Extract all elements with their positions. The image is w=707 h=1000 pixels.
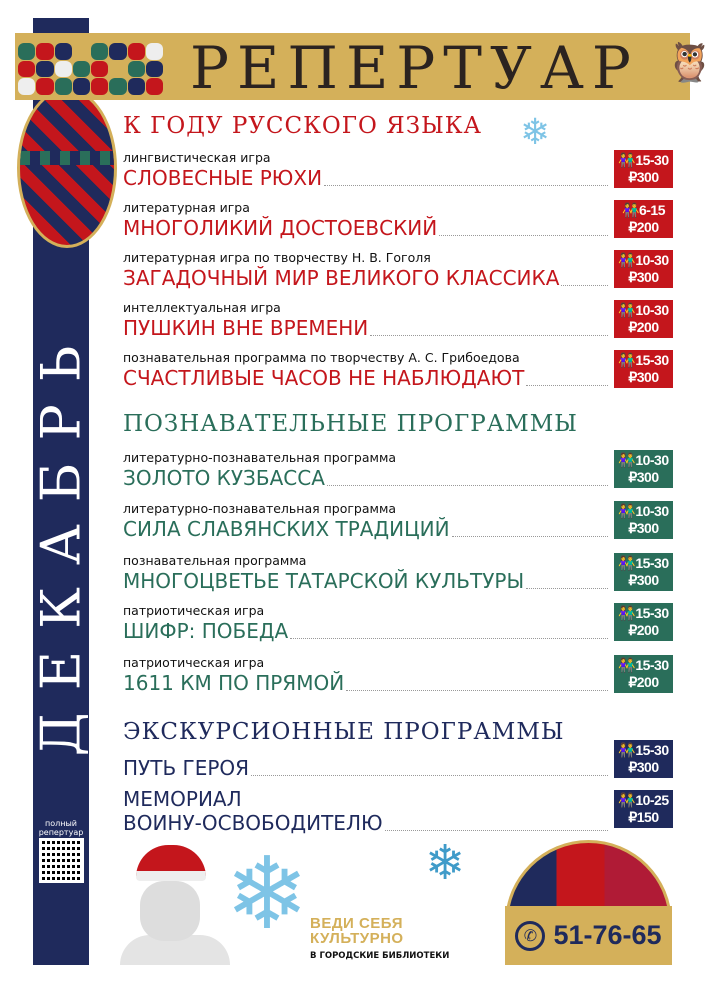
section-title: ПОЗНАВАТЕЛЬНЫЕ ПРОГРАММЫ — [123, 411, 578, 437]
item-name: ВОИНУ-ОСВОБОДИТЕЛЮ — [123, 811, 383, 835]
item-name: СЧАСТЛИВЫЕ ЧАСОВ НЕ НАБЛЮДАЮТ — [123, 366, 525, 390]
people-icon: 👫 — [618, 657, 636, 673]
list-item: литературно-познавательная программа ЗОЛО… — [123, 450, 608, 490]
list-item: ПУТЬ ГЕРОЯ — [123, 756, 608, 780]
age-price-badge: 👫15-30 ₽300 — [614, 350, 673, 388]
section-title: К ГОДУ РУССКОГО ЯЗЫКА — [123, 113, 482, 139]
people-icon: 👫 — [618, 503, 636, 519]
people-icon: 👫 — [618, 742, 636, 758]
item-name: ПУШКИН ВНЕ ВРЕМЕНИ — [123, 316, 369, 340]
list-item: патриотическая игра 1611 КМ ПО ПРЯМОЙ — [123, 655, 608, 695]
item-name: ЗОЛОТО КУЗБАССА — [123, 466, 325, 490]
item-name-line1: МЕМОРИАЛ — [123, 787, 242, 811]
item-name: ШИФР: ПОБЕДА — [123, 619, 289, 643]
list-item: литературно-познавательная программа СИЛА… — [123, 501, 608, 541]
item-type: патриотическая игра — [123, 603, 265, 618]
item-name: СИЛА СЛАВЯНСКИХ ТРАДИЦИЙ — [123, 517, 450, 541]
age-price-badge: 👫15-30 ₽300 — [614, 150, 673, 188]
people-icon: 👫 — [618, 605, 636, 621]
list-item: литературная игра МНОГОЛИКИЙ ДОСТОЕВСКИЙ — [123, 200, 608, 240]
age-price-badge: 👫10-30 ₽300 — [614, 450, 673, 488]
pushkin-bust-image — [118, 845, 238, 965]
slogan: ВЕДИ СЕБЯ КУЛЬТУРНО — [310, 915, 404, 947]
phone-box: ✆ 51-76-65 — [505, 906, 672, 965]
list-item: МЕМОРИАЛ ВОИНУ-ОСВОБОДИТЕЛЮ — [123, 787, 608, 835]
people-icon: 👫 — [618, 452, 636, 468]
list-item: лингвистическая игра СЛОВЕСНЫЕ РЮХИ — [123, 150, 608, 190]
age-price-badge: 👫15-30 ₽200 — [614, 655, 673, 693]
logo-2025 — [18, 43, 163, 95]
people-icon: 👫 — [618, 352, 636, 368]
qr-code[interactable] — [39, 838, 84, 883]
list-item: интеллектуальная игра ПУШКИН ВНЕ ВРЕМЕНИ — [123, 300, 608, 340]
item-name: СЛОВЕСНЫЕ РЮХИ — [123, 166, 323, 190]
age-price-badge: 👫10-25 ₽150 — [614, 790, 673, 828]
age-price-badge: 👫15-30 ₽300 — [614, 740, 673, 778]
ornament-ball — [17, 88, 117, 248]
list-item: литературная игра по творчеству Н. В. Го… — [123, 250, 608, 290]
list-item: познавательная программа по творчеству А… — [123, 350, 608, 390]
people-icon: 👫 — [618, 302, 636, 318]
item-type: познавательная программа — [123, 553, 307, 568]
item-name: МНОГОЦВЕТЬЕ ТАТАРСКОЙ КУЛЬТУРЫ — [123, 569, 525, 593]
owl-icon: 🦉 — [666, 40, 707, 84]
age-price-badge: 👫10-30 ₽300 — [614, 501, 673, 539]
qr-label: полный репертуар — [38, 819, 84, 837]
age-price-badge: 👫15-30 ₽300 — [614, 553, 673, 591]
item-type: литературно-познавательная программа — [123, 450, 397, 465]
item-name: ПУТЬ ГЕРОЯ — [123, 756, 250, 780]
section-title: ЭКСКУРСИОННЫЕ ПРОГРАММЫ — [123, 719, 565, 745]
page-title: РЕПЕРТУАР — [190, 34, 639, 102]
people-icon: 👫 — [618, 792, 636, 808]
list-item: патриотическая игра ШИФР: ПОБЕДА — [123, 603, 608, 643]
age-price-badge: 👫6-15 ₽200 — [614, 200, 673, 238]
snowflake-icon: ❄ — [520, 112, 551, 153]
item-type: познавательная программа по творчеству А… — [123, 350, 520, 365]
item-name: МНОГОЛИКИЙ ДОСТОЕВСКИЙ — [123, 216, 438, 240]
item-type: литературно-познавательная программа — [123, 501, 397, 516]
list-item: познавательная программа МНОГОЦВЕТЬЕ ТАТА… — [123, 553, 608, 593]
item-type: литературная игра по творчеству Н. В. Го… — [123, 250, 431, 265]
age-price-badge: 👫10-30 ₽200 — [614, 300, 673, 338]
age-price-badge: 👫10-30 ₽300 — [614, 250, 673, 288]
people-icon: 👫 — [622, 202, 639, 218]
item-name: 1611 КМ ПО ПРЯМОЙ — [123, 671, 345, 695]
age-price-badge: 👫15-30 ₽200 — [614, 603, 673, 641]
month-label: ДЕКАБРЬ — [29, 323, 93, 757]
people-icon: 👫 — [618, 555, 636, 571]
people-icon: 👫 — [618, 152, 636, 168]
snowflake-icon: ❄ — [425, 835, 466, 891]
item-type: интеллектуальная игра — [123, 300, 281, 315]
item-type: литературная игра — [123, 200, 250, 215]
phone-icon: ✆ — [515, 920, 546, 951]
slogan-subtitle: В ГОРОДСКИЕ БИБЛИОТЕКИ — [310, 951, 450, 961]
snowflake-icon: ❄ — [225, 835, 309, 952]
item-name: ЗАГАДОЧНЫЙ МИР ВЕЛИКОГО КЛАССИКА — [123, 266, 560, 290]
item-type: лингвистическая игра — [123, 150, 271, 165]
phone-number[interactable]: 51-76-65 — [553, 920, 662, 950]
people-icon: 👫 — [618, 252, 636, 268]
item-type: патриотическая игра — [123, 655, 265, 670]
